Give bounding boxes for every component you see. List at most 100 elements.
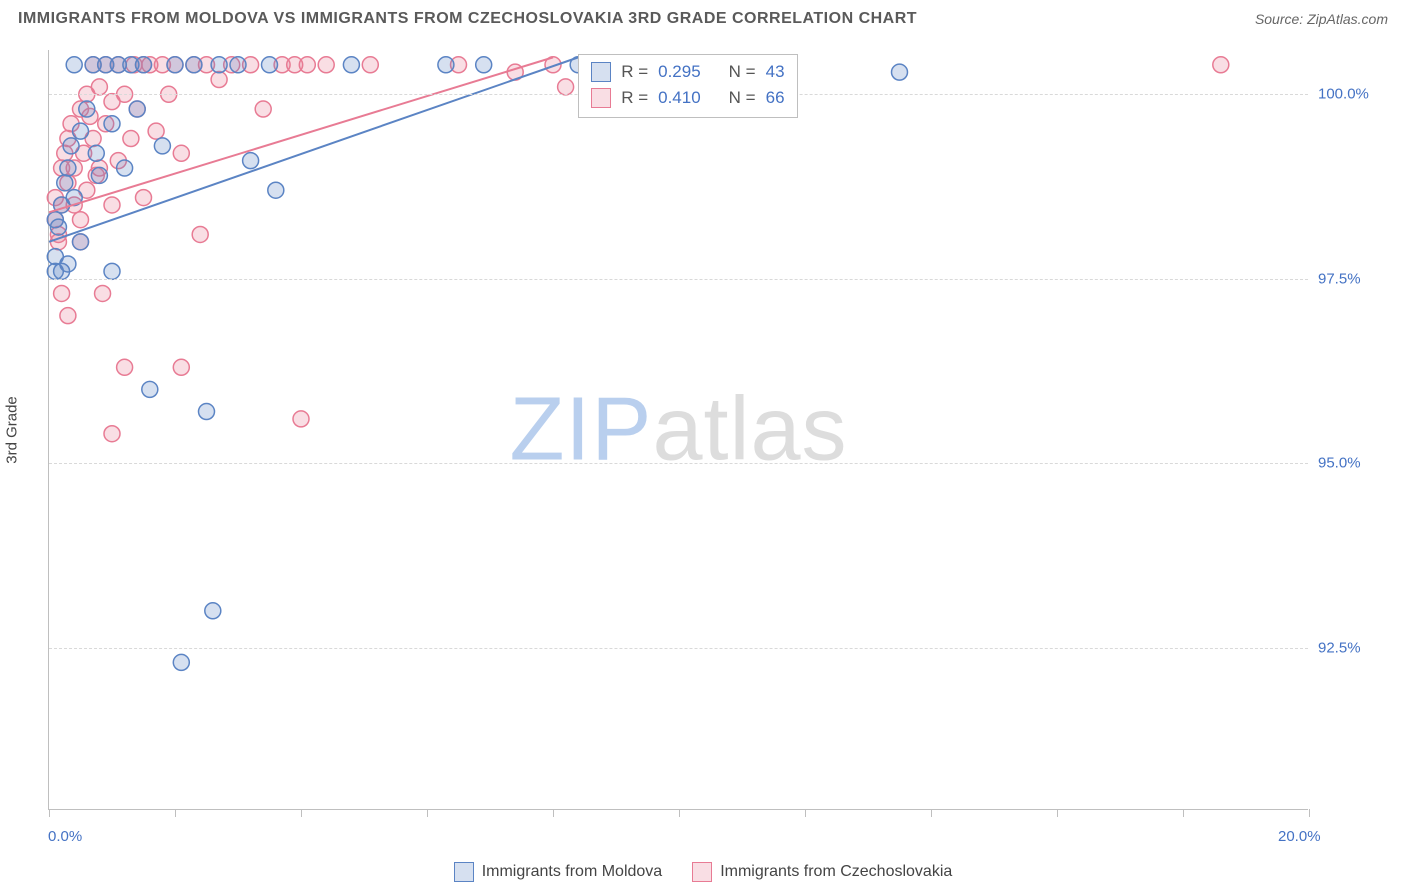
x-axis-max-label: 20.0% (1278, 828, 1321, 845)
y-axis-title: 3rd Grade (4, 396, 21, 464)
x-tick (805, 809, 806, 817)
x-tick (1309, 809, 1310, 817)
scatter-point-czech (192, 226, 208, 242)
scatter-point-czech (211, 72, 227, 88)
y-tick-label: 92.5% (1318, 639, 1388, 656)
legend-swatch (591, 88, 611, 108)
legend-n-label: N = (729, 85, 756, 111)
scatter-point-moldova (60, 256, 76, 272)
trend-line-moldova (49, 57, 578, 241)
scatter-point-czech (299, 57, 315, 73)
scatter-point-czech (558, 79, 574, 95)
scatter-point-moldova (154, 138, 170, 154)
scatter-point-czech (117, 359, 133, 375)
chart-title: IMMIGRANTS FROM MOLDOVA VS IMMIGRANTS FR… (18, 10, 917, 28)
x-tick (49, 809, 50, 817)
scatter-point-czech (1213, 57, 1229, 73)
scatter-point-moldova (117, 160, 133, 176)
plot-area: ZIPatlas 92.5%95.0%97.5%100.0%R =0.295N … (48, 50, 1308, 810)
legend-swatch (591, 62, 611, 82)
scatter-point-moldova (136, 57, 152, 73)
bottom-legend: Immigrants from Moldova Immigrants from C… (0, 862, 1406, 882)
scatter-point-moldova (343, 57, 359, 73)
scatter-point-moldova (50, 219, 66, 235)
scatter-point-moldova (73, 234, 89, 250)
y-tick-label: 100.0% (1318, 86, 1388, 103)
scatter-point-moldova (476, 57, 492, 73)
scatter-point-czech (95, 285, 111, 301)
scatter-point-czech (148, 123, 164, 139)
gridline-h (49, 463, 1308, 464)
scatter-point-moldova (88, 145, 104, 161)
scatter-point-czech (104, 197, 120, 213)
scatter-point-moldova (438, 57, 454, 73)
scatter-point-moldova (91, 167, 107, 183)
scatter-point-czech (362, 57, 378, 73)
scatter-point-czech (60, 308, 76, 324)
scatter-point-moldova (142, 381, 158, 397)
scatter-point-moldova (892, 64, 908, 80)
x-tick (301, 809, 302, 817)
x-tick (553, 809, 554, 817)
scatter-point-moldova (60, 160, 76, 176)
scatter-point-moldova (199, 404, 215, 420)
scatter-point-czech (293, 411, 309, 427)
scatter-point-moldova (129, 101, 145, 117)
legend-n-value: 43 (766, 59, 785, 85)
x-tick (175, 809, 176, 817)
legend-swatch (692, 862, 712, 882)
scatter-point-moldova (243, 153, 259, 169)
y-tick-label: 95.0% (1318, 455, 1388, 472)
scatter-point-czech (173, 145, 189, 161)
legend-r-label: R = (621, 85, 648, 111)
x-tick (1183, 809, 1184, 817)
scatter-point-moldova (268, 182, 284, 198)
scatter-point-moldova (167, 57, 183, 73)
x-tick (1057, 809, 1058, 817)
chart-header: IMMIGRANTS FROM MOLDOVA VS IMMIGRANTS FR… (0, 0, 1406, 34)
gridline-h (49, 279, 1308, 280)
legend-r-value: 0.410 (658, 85, 701, 111)
scatter-point-czech (123, 131, 139, 147)
legend-n-label: N = (729, 59, 756, 85)
scatter-point-czech (73, 212, 89, 228)
scatter-point-moldova (73, 123, 89, 139)
scatter-point-moldova (262, 57, 278, 73)
scatter-point-moldova (63, 138, 79, 154)
legend-r-value: 0.295 (658, 59, 701, 85)
scatter-point-czech (318, 57, 334, 73)
x-axis-min-label: 0.0% (48, 828, 82, 845)
stats-legend-row-czech: R = 0.410 N = 66 (591, 85, 784, 111)
scatter-point-moldova (104, 263, 120, 279)
stats-legend-row-moldova: R = 0.295 N = 43 (591, 59, 784, 85)
bottom-legend-item-czech: Immigrants from Czechoslovakia (692, 862, 952, 882)
scatter-point-moldova (173, 654, 189, 670)
scatter-point-czech (91, 79, 107, 95)
scatter-point-moldova (230, 57, 246, 73)
scatter-point-moldova (211, 57, 227, 73)
y-tick-label: 97.5% (1318, 270, 1388, 287)
scatter-point-czech (173, 359, 189, 375)
x-tick (427, 809, 428, 817)
legend-r-label: R = (621, 59, 648, 85)
bottom-legend-label: Immigrants from Czechoslovakia (720, 863, 952, 881)
legend-n-value: 66 (766, 85, 785, 111)
scatter-point-moldova (186, 57, 202, 73)
scatter-point-czech (54, 285, 70, 301)
gridline-h (49, 648, 1308, 649)
chart-svg (49, 50, 1308, 809)
x-tick (679, 809, 680, 817)
plot-container: 3rd Grade ZIPatlas 92.5%95.0%97.5%100.0%… (48, 50, 1308, 810)
scatter-point-czech (104, 426, 120, 442)
bottom-legend-label: Immigrants from Moldova (482, 863, 663, 881)
scatter-point-moldova (104, 116, 120, 132)
chart-source: Source: ZipAtlas.com (1255, 11, 1388, 27)
bottom-legend-item-moldova: Immigrants from Moldova (454, 862, 663, 882)
legend-swatch (454, 862, 474, 882)
scatter-point-moldova (205, 603, 221, 619)
scatter-point-czech (255, 101, 271, 117)
stats-legend: R = 0.295 N = 43 R = 0.410 N = 66 (578, 54, 797, 118)
scatter-point-moldova (79, 101, 95, 117)
scatter-point-moldova (66, 57, 82, 73)
scatter-point-czech (136, 190, 152, 206)
